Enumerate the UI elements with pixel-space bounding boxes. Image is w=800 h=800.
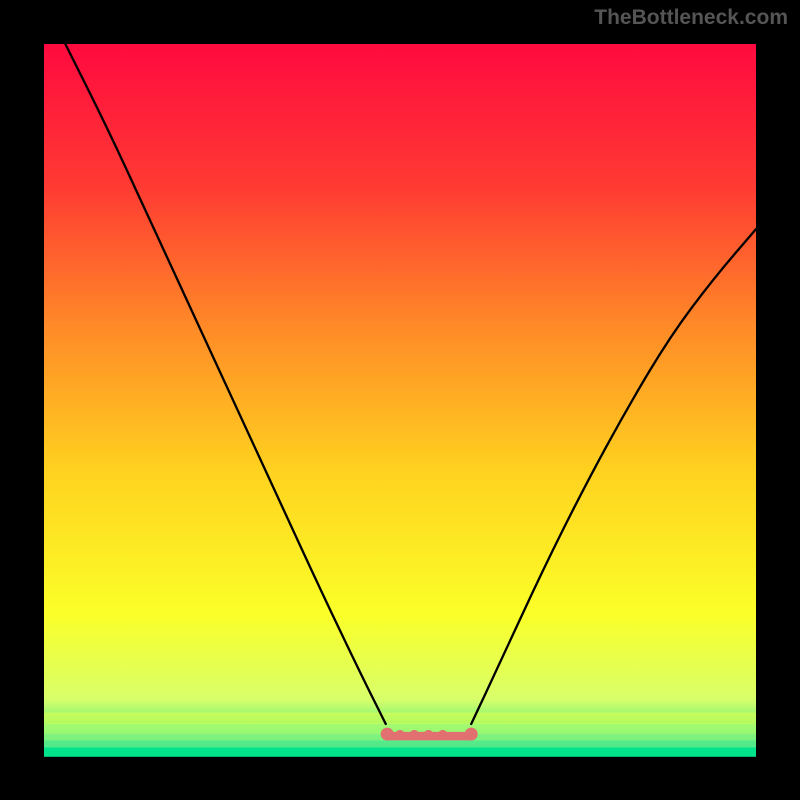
valley-marker-bump	[410, 730, 419, 739]
gradient-background	[44, 44, 756, 756]
valley-marker-bump	[424, 730, 433, 739]
valley-marker-bump	[395, 730, 404, 739]
valley-marker-dot-right	[465, 728, 478, 741]
gradient-band	[44, 670, 756, 714]
gradient-band	[44, 747, 756, 756]
watermark-text: TheBottleneck.com	[594, 6, 788, 30]
chart-root: TheBottleneck.com	[0, 0, 800, 800]
valley-marker-bump	[438, 730, 447, 739]
gradient-band	[44, 740, 756, 748]
right-frame-overlay	[756, 0, 800, 800]
bottleneck-curve-chart	[0, 0, 800, 800]
gradient-band	[44, 713, 756, 724]
valley-marker-dot-left	[381, 728, 394, 741]
